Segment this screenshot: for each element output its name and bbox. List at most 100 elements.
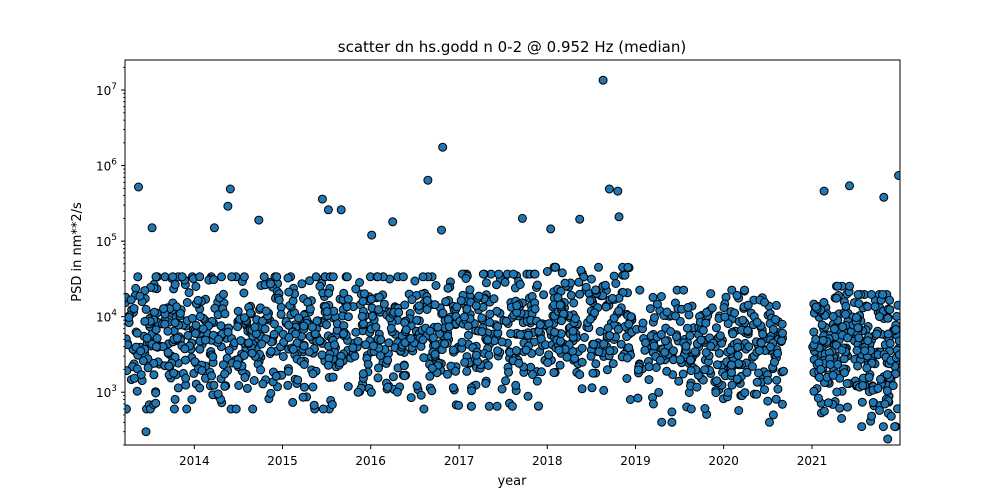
data-point: [616, 339, 626, 349]
data-point: [217, 272, 226, 282]
data-point: [309, 400, 319, 410]
data-point: [214, 335, 224, 344]
data-point: [770, 357, 779, 367]
data-point: [893, 300, 900, 310]
data-point: [149, 370, 159, 380]
data-point: [457, 337, 467, 347]
data-point: [318, 404, 328, 414]
data-point: [853, 361, 863, 371]
data-point: [594, 262, 603, 272]
data-point: [256, 365, 266, 375]
data-point: [386, 323, 396, 333]
data-point-outlier: [423, 175, 433, 185]
data-point: [706, 341, 716, 351]
data-point: [232, 360, 242, 370]
data-point: [819, 406, 829, 416]
data-point: [350, 351, 360, 361]
data-point: [339, 329, 348, 339]
data-point: [299, 360, 309, 369]
data-point: [773, 384, 783, 394]
data-point: [817, 320, 827, 330]
data-point: [650, 313, 659, 323]
data-point: [478, 269, 488, 279]
data-point-outlier: [367, 230, 377, 240]
data-point: [862, 363, 872, 373]
data-point: [511, 380, 521, 390]
data-point: [511, 346, 521, 355]
data-point: [191, 282, 201, 291]
data-point: [284, 320, 294, 330]
data-point: [327, 400, 337, 410]
data-point: [506, 329, 516, 339]
data-point: [829, 324, 839, 334]
data-point: [376, 335, 386, 345]
data-point: [758, 329, 768, 339]
data-point: [244, 338, 254, 348]
data-point: [339, 288, 349, 298]
data-point: [406, 334, 416, 343]
data-point: [425, 371, 435, 381]
data-point: [419, 404, 429, 414]
data-point: [219, 289, 228, 299]
data-point: [151, 388, 161, 398]
data-point: [315, 336, 325, 346]
data-point: [227, 272, 237, 282]
data-point: [868, 398, 878, 407]
data-point: [198, 324, 208, 334]
data-point: [355, 278, 365, 287]
data-point-outlier: [768, 410, 778, 420]
data-point: [882, 370, 892, 380]
data-point: [269, 329, 279, 339]
data-point: [588, 368, 598, 378]
x-tick-label: 2018: [532, 454, 563, 468]
y-axis: 103 104 105 106 107: [96, 66, 125, 446]
data-point: [700, 404, 710, 413]
data-point: [132, 328, 142, 338]
data-point: [712, 376, 722, 386]
data-point: [213, 389, 223, 399]
data-point-outlier: [141, 427, 151, 437]
data-point-outlier: [613, 186, 623, 196]
data-point: [308, 382, 318, 392]
data-point: [633, 393, 643, 403]
data-point: [257, 339, 267, 349]
data-point: [698, 325, 708, 335]
data-point: [770, 315, 780, 324]
data-point: [854, 299, 864, 309]
data-point: [570, 353, 580, 363]
data-point: [586, 351, 596, 361]
data-point: [777, 399, 787, 409]
data-point: [492, 401, 502, 411]
data-point: [575, 289, 585, 299]
data-point: [151, 325, 161, 335]
data-point: [542, 267, 552, 276]
data-point: [720, 312, 730, 322]
data-point: [207, 371, 217, 381]
data-point: [418, 335, 428, 345]
data-point: [467, 401, 476, 411]
data-point: [342, 272, 352, 282]
data-point: [778, 328, 787, 338]
data-point: [169, 368, 179, 378]
x-axis-label: year: [497, 474, 527, 489]
data-point: [191, 320, 201, 330]
y-tick-label: 107: [96, 82, 117, 98]
data-point: [888, 381, 898, 391]
scatter-points: [125, 75, 900, 444]
data-point: [832, 293, 841, 303]
data-point: [507, 401, 517, 411]
data-point-outlier: [575, 214, 585, 224]
data-point: [728, 329, 738, 339]
data-point: [614, 306, 624, 316]
data-point: [170, 280, 180, 289]
data-point: [577, 357, 587, 367]
data-point: [734, 406, 744, 415]
data-point: [299, 341, 309, 351]
data-point: [209, 380, 219, 390]
data-point: [837, 345, 847, 355]
data-point: [603, 323, 613, 333]
data-point-outlier: [147, 223, 157, 233]
data-point: [620, 270, 630, 280]
data-point: [530, 304, 540, 314]
data-point: [151, 272, 161, 282]
